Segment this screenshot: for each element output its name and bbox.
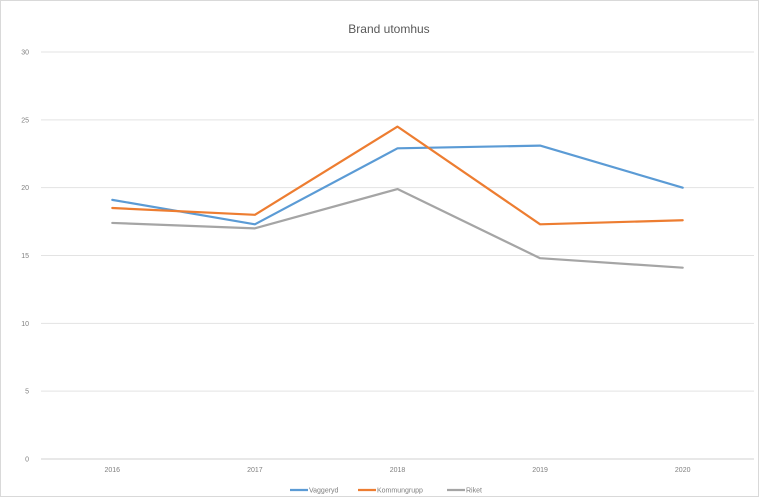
y-tick-label: 25 bbox=[21, 117, 29, 124]
x-tick-label: 2016 bbox=[105, 467, 121, 474]
series-line-kommungrupp bbox=[111, 125, 684, 226]
y-tick-label: 0 bbox=[25, 457, 29, 464]
legend-label: Riket bbox=[466, 488, 482, 495]
y-tick-label: 15 bbox=[21, 253, 29, 260]
legend-label: Kommungrupp bbox=[377, 488, 423, 495]
gridlines bbox=[41, 51, 754, 392]
legend-item: Vaggeryd bbox=[290, 488, 339, 495]
legend-label: Vaggeryd bbox=[309, 488, 339, 495]
series-line-vaggeryd bbox=[111, 144, 684, 226]
x-tick-label: 2017 bbox=[247, 467, 263, 474]
y-tick-label: 30 bbox=[21, 50, 29, 57]
chart-title: Brand utomhus bbox=[348, 22, 429, 36]
axes: 0 5 10 15 20 25 30 2016 2017 2018 2019 2020 bbox=[21, 50, 754, 474]
y-tick-label: 5 bbox=[25, 389, 29, 396]
x-tick-label: 2019 bbox=[532, 467, 548, 474]
x-tick-label: 2020 bbox=[675, 467, 691, 474]
x-tick-label: 2018 bbox=[390, 467, 406, 474]
y-tick-label: 20 bbox=[21, 185, 29, 192]
series-line-riket bbox=[111, 187, 684, 269]
y-tick-label: 10 bbox=[21, 321, 29, 328]
legend-item: Kommungrupp bbox=[358, 488, 423, 495]
series-lines bbox=[111, 125, 684, 269]
legend-item: Riket bbox=[447, 488, 482, 495]
legend: Vaggeryd Kommungrupp Riket bbox=[290, 488, 482, 495]
